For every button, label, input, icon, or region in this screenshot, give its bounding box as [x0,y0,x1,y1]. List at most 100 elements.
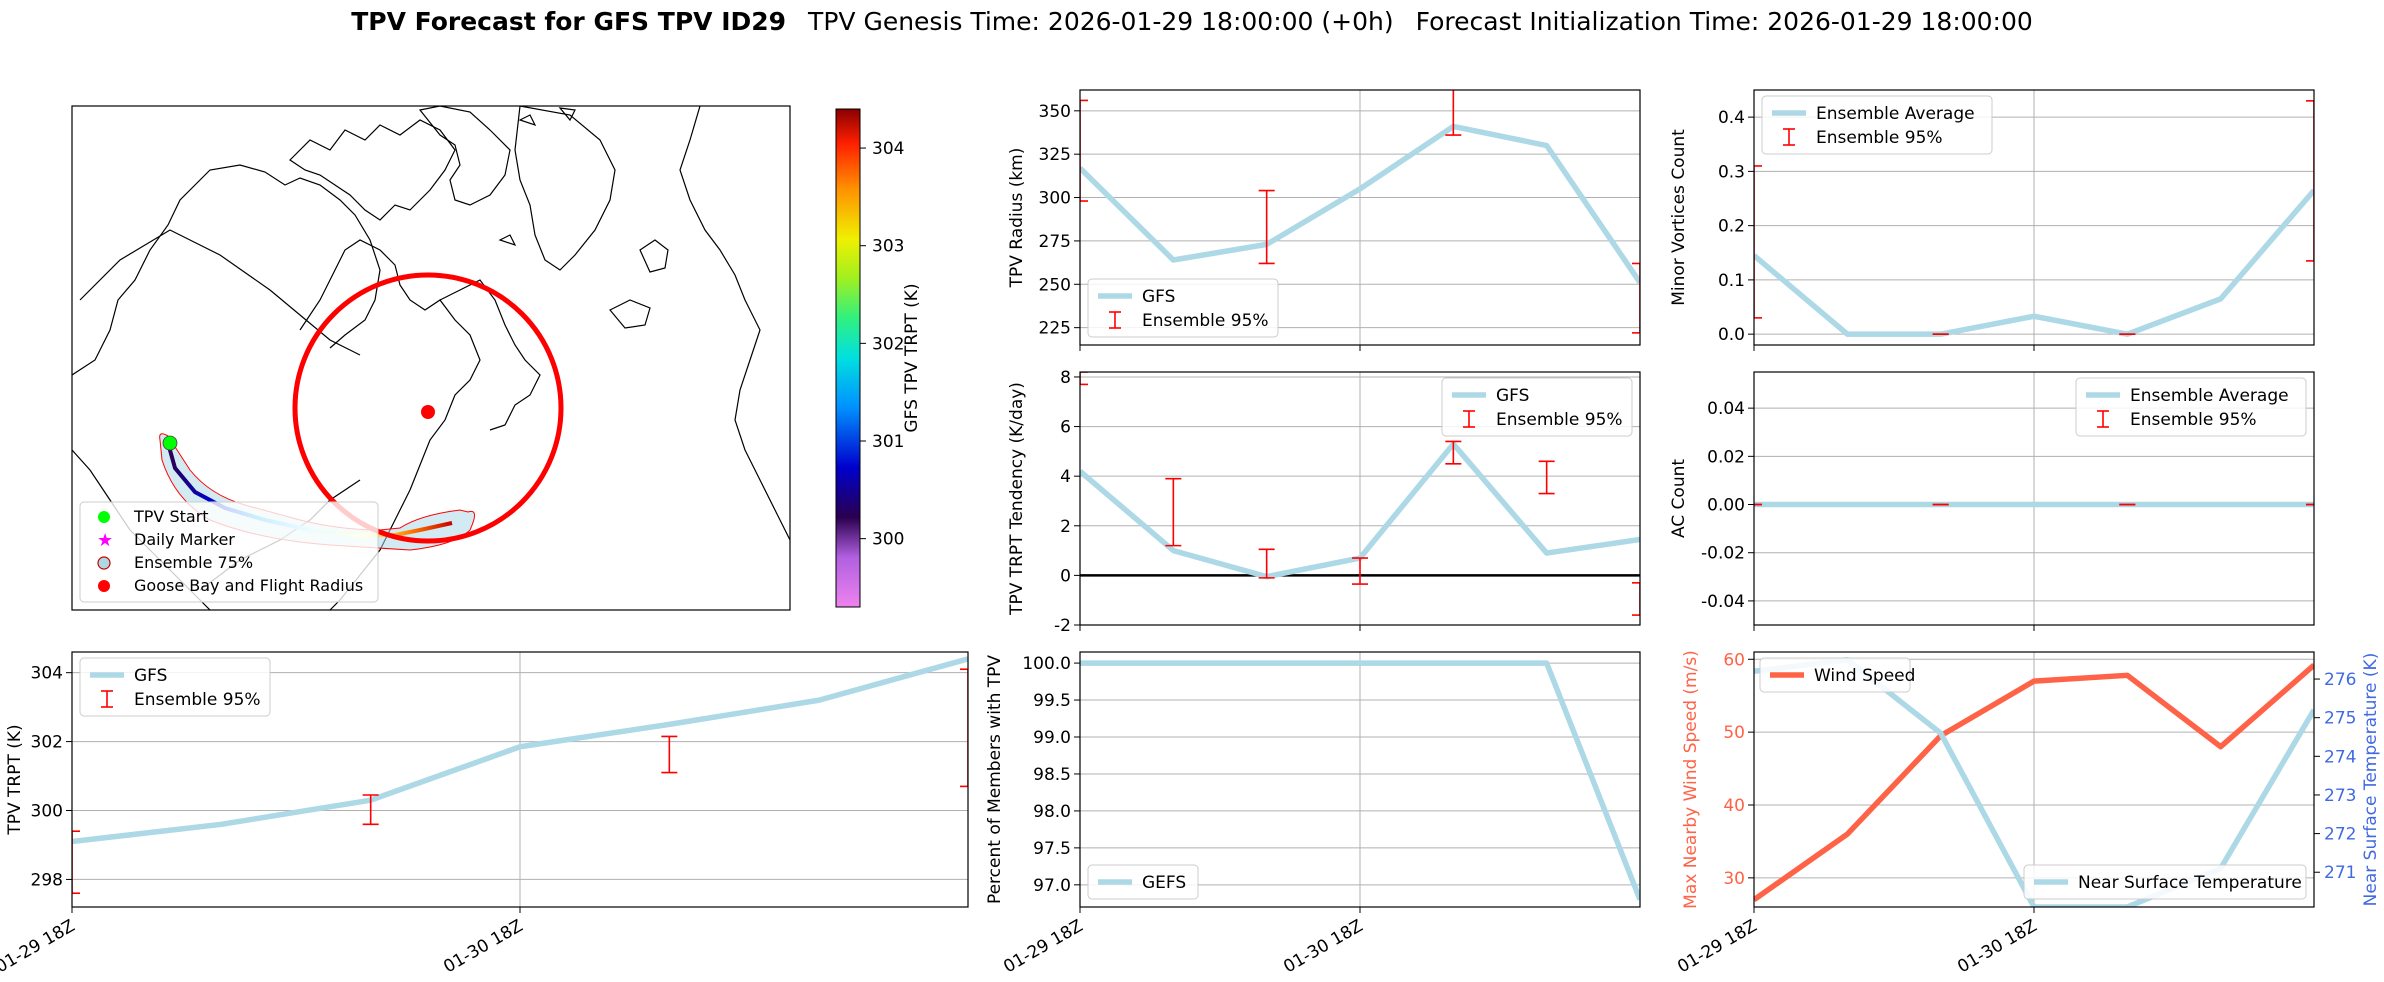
ensemble-95-errorbar [1258,189,1275,265]
figure-title: TPV Forecast for GFS TPV ID29 TPV Genesis… [351,7,2033,36]
colorbar-ticks: 300 301 302 303 304 [860,139,904,550]
ytick-label: 250 [1039,275,1071,295]
ytick-right-label: 273 [2324,786,2356,806]
ytick-label: 4 [1060,467,1071,487]
axes-frame [1753,89,2315,346]
ensemble-95-errorbar [362,794,379,826]
legend-goose-bay: Goose Bay and Flight Radius [134,576,363,595]
panel-tendency: -2 0 2 4 6 8 TPV TRPT Tendency (K/day) GFS Ensem… [1007,368,1641,636]
ytick-label: -0.02 [1701,544,1745,564]
ensemble-95-errorbar [1538,460,1555,495]
ylabel-right: Near Surface Temperature (K) [2361,653,2381,907]
ensemble-95-errorbar [1632,262,1640,334]
ensemble-95-errorbar [960,668,968,788]
series-line-ensemble-average [1754,188,2314,337]
ensemble-95-errorbar [1080,372,1088,386]
ylabel: TPV Radius (km) [1007,148,1027,289]
series-line-gfs [72,656,968,845]
ytick-label: 100.0 [1022,654,1071,674]
plot-area [1080,372,1640,616]
ytick-label: 97.0 [1033,876,1071,896]
axes-frame [1079,89,1641,346]
legend-entry: Ensemble 95% [1496,410,1623,430]
series-line-gfs [1080,123,1640,285]
ytick-label: 304 [31,664,63,684]
ylabel: TPV TRPT (K) [5,724,25,835]
colorbar-label: GFS TPV TRPT (K) [902,283,922,432]
plot-area [1754,100,2314,337]
ytick-right-label: 271 [2324,863,2356,883]
ensemble-95-errorbar [1258,548,1275,579]
legend-entry: GFS [134,666,167,686]
xtick-label: 01-30 18Z [440,916,526,977]
europe-coast [679,106,790,541]
ensemble-95-errorbar [1445,440,1462,465]
islands-east [639,239,669,273]
legend-wind: Wind Speed [1759,657,1915,693]
ytick-label: 8 [1060,368,1071,388]
panel-wind: 30 40 50 60 01-29 18Z 01-30 18Z Max Nearby Win… [1674,650,2381,977]
ensemble-95-errorbar [72,830,80,895]
panel-minor: 0.0 0.1 0.2 0.3 0.4 Minor Vortices Count Ensem… [1669,89,2315,351]
ytick-label: 0.4 [1718,108,1745,128]
ensemble-95-errorbar [1632,582,1640,616]
small-islands [498,107,576,247]
colorbar-tick-label: 300 [872,530,904,550]
ytick-label: 98.0 [1033,802,1071,822]
xtick-label: 01-30 18Z [1954,916,2040,977]
ytick-label: 300 [31,802,63,822]
ytick-right-label: 276 [2324,670,2356,690]
legend-tpv-start: TPV Start [133,507,209,526]
legend-entry: Ensemble 95% [1816,128,1943,148]
legend-daily-marker: Daily Marker [134,530,235,549]
ytick-label: -2 [1054,616,1071,636]
ytick-label: 0 [1060,566,1071,586]
ytick-label: 298 [31,870,63,890]
islands-north [289,119,456,221]
ensemble-95-errorbar [1754,165,1762,319]
coastline-west [72,164,381,376]
ytick-right-label: 272 [2324,825,2356,845]
panel-ac: -0.04 -0.02 0.00 0.02 0.04 AC Count Ensemble A… [1669,371,2315,631]
legend-wind: Near Surface Temperature [2023,864,2307,900]
map-legend: TPV Start ★ Daily Marker Ensemble 75% Go… [79,501,379,603]
tpv-start-marker [162,435,178,451]
colorbar-tick-label: 301 [872,432,904,452]
ensemble-95-errorbar [2306,100,2314,262]
legend-entry: GEFS [1142,873,1186,893]
goose-bay-marker [421,405,435,419]
ytick-label: 225 [1039,319,1071,339]
ytick-label: 98.5 [1033,765,1071,785]
ytick-right-label: 274 [2324,747,2356,767]
hudson-coast [299,239,481,491]
axes-frame [1079,371,1641,626]
ytick-label: 0.2 [1718,217,1745,237]
xtick-label: 01-29 18Z [1674,916,1760,977]
xtick-label: 01-29 18Z [0,916,79,977]
colorbar: 300 301 302 303 304 GFS TPV TRPT (K) [835,108,922,608]
xtick-label: 01-30 18Z [1280,916,1366,977]
arctic-archipelago [418,106,511,206]
axes-frame [1753,371,2315,626]
ytick-label: 325 [1039,145,1071,165]
plot-area [1080,90,1640,334]
ytick-label: 350 [1039,102,1071,122]
ytick-label: 30 [1723,869,1745,889]
legend-entry: GFS [1496,386,1529,406]
panel-members: 97.0 97.5 98.0 98.5 99.0 99.5 100.0 01-29 18Z 01… [985,651,1641,977]
legend-entry: Ensemble 95% [2130,410,2257,430]
greenland [514,106,616,271]
colorbar-tick-label: 304 [872,139,904,159]
ensemble-95-errorbar [661,735,678,774]
ytick-label: 99.5 [1033,691,1071,711]
panel-radius: 225 250 275 300 325 350 TPV Radius (km) GFS Ense… [1007,89,1641,351]
legend-trpt: GFS Ensemble 95% [79,657,271,717]
ytick-label: 0.3 [1718,162,1745,182]
ylabel: Percent of Members with TPV [985,655,1005,904]
legend-entry: Ensemble 95% [134,690,261,710]
colorbar-tick-label: 303 [872,237,904,257]
ytick-label: 300 [1039,189,1071,209]
axes-frame [1079,651,1641,908]
series-line-gefs [1080,660,1640,901]
ytick-label: 60 [1723,650,1745,670]
